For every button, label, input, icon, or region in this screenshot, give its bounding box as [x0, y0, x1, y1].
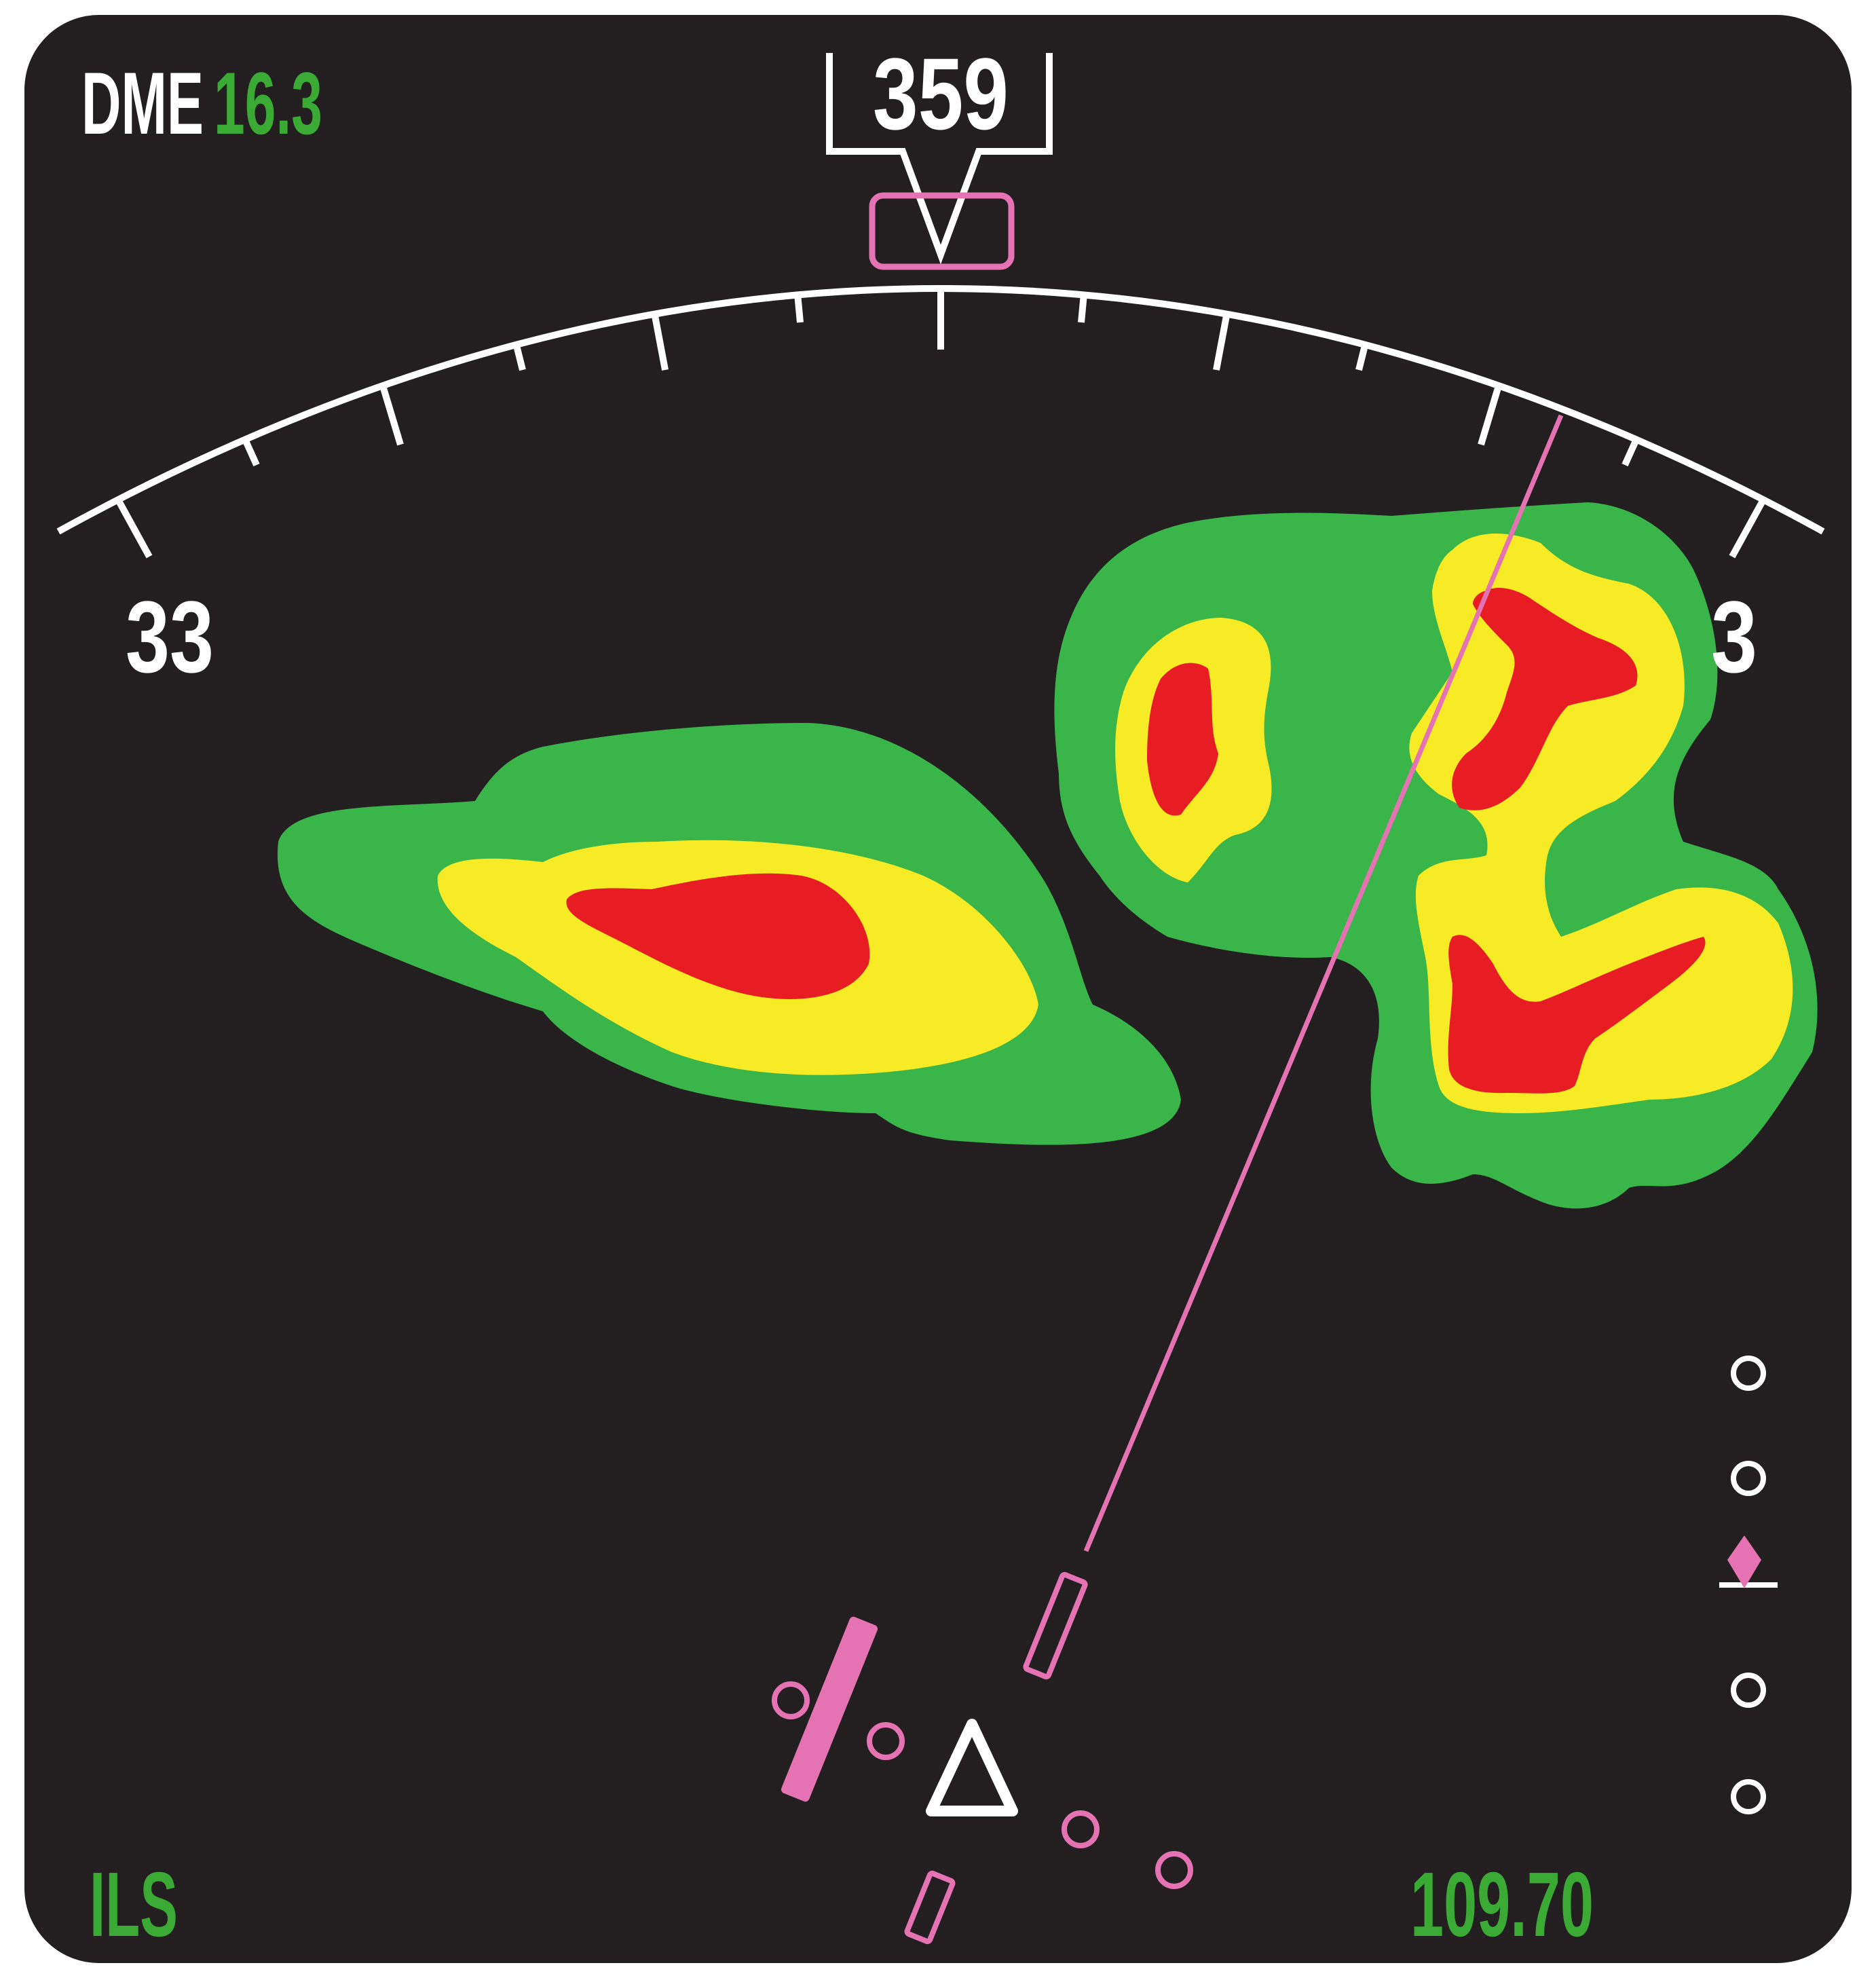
compass-minor-tick: [241, 436, 260, 467]
dme-label: DME: [81, 54, 204, 153]
aircraft-symbol: [926, 1719, 1018, 1816]
weather-radar: [277, 502, 1818, 1209]
heading-value: 359: [873, 37, 1009, 151]
deviation-dot: [1062, 1810, 1100, 1848]
weather-cell-left: [277, 723, 1181, 1145]
compass-major-tick: [1213, 312, 1231, 371]
compass-major-tick: [115, 499, 153, 559]
glideslope-dot: [1731, 1356, 1766, 1391]
heading-bug: [869, 192, 1015, 270]
course-pointer-segment: [1023, 1571, 1088, 1680]
dme-readout: DME 16.3: [81, 54, 322, 153]
compass-label-left: 33: [126, 580, 214, 694]
dme-value: 16.3: [214, 54, 322, 153]
weather-red-area: [1147, 663, 1218, 816]
glideslope-dot: [1731, 1779, 1766, 1814]
glideslope-pointer: [1727, 1535, 1761, 1588]
course-pointer-tail: [904, 1870, 956, 1945]
compass-major-tick: [651, 312, 669, 371]
nav-frequency: 109.70: [1410, 1853, 1594, 1956]
compass-minor-tick: [794, 293, 804, 323]
nav-mode-label: ILS: [90, 1853, 178, 1956]
heading-readout: 359: [826, 37, 1053, 265]
glideslope-dot: [1731, 1673, 1766, 1708]
glideslope-scale: [1719, 1356, 1778, 1814]
deviation-dot: [867, 1722, 905, 1760]
weather-red-area: [566, 873, 870, 999]
compass-major-tick: [379, 382, 404, 446]
compass-minor-tick: [1355, 341, 1369, 371]
compass-minor-tick: [1621, 436, 1640, 467]
compass-minor-tick: [1078, 293, 1087, 323]
weather-red-area: [1448, 935, 1706, 1094]
compass-label-right: 3: [1711, 580, 1757, 694]
compass-minor-tick: [512, 341, 526, 371]
compass-major-tick: [1729, 499, 1766, 559]
deviation-dot: [1155, 1851, 1193, 1889]
glideslope-dot: [1731, 1461, 1766, 1496]
compass-major-tick: [1478, 382, 1503, 446]
heading-box: [826, 53, 1053, 265]
weather-red-area: [1452, 587, 1638, 810]
weather-cell-right: [1054, 502, 1818, 1209]
weather-yellow-area: [1409, 534, 1793, 1113]
course-line: [1083, 414, 1564, 1552]
deviation-dot: [772, 1681, 810, 1719]
course-deviation-bar: [781, 1616, 878, 1802]
compass-rose: 33 3: [56, 285, 1825, 694]
